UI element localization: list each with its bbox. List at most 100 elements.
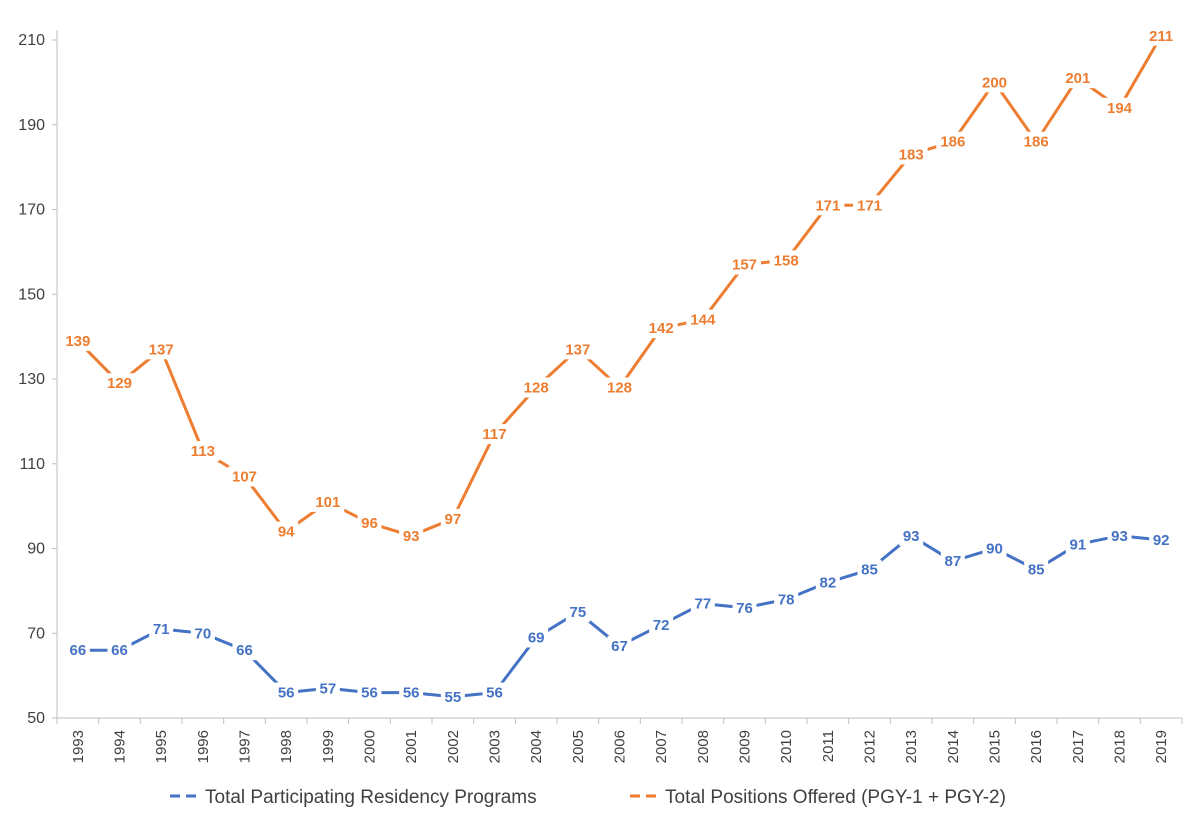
x-tick-label: 2017 [1070, 730, 1087, 763]
x-tick-label: 1993 [70, 730, 87, 763]
data-label: 101 [315, 494, 340, 511]
data-label-bg [274, 682, 299, 703]
x-tick-label: 1995 [153, 730, 170, 763]
series-line-1 [76, 534, 1163, 699]
data-label-bg [399, 525, 424, 546]
data-label-bg [315, 678, 340, 699]
y-tick-label: 210 [18, 32, 45, 49]
data-label: 171 [815, 197, 840, 214]
x-tick-label: 2004 [528, 730, 545, 763]
data-label-bg [1103, 97, 1136, 118]
data-label-bg [561, 339, 595, 360]
data-label-bg [478, 424, 511, 445]
y-tick-label: 190 [18, 117, 45, 134]
data-label: 158 [774, 252, 799, 269]
data-label: 55 [444, 689, 461, 706]
x-tick-label: 2013 [903, 730, 920, 763]
series-line-2 [76, 34, 1163, 538]
data-label-bg [774, 589, 799, 610]
data-label: 107 [232, 468, 257, 485]
data-label-bg [853, 195, 886, 216]
data-label-bg [144, 339, 178, 360]
legend-label-2: Total Positions Offered (PGY-1 + PGY-2) [665, 787, 1006, 808]
data-label-bg [399, 682, 424, 703]
data-label: 87 [944, 553, 961, 570]
data-label: 128 [524, 379, 549, 396]
y-tick-label: 130 [18, 371, 45, 388]
data-label: 137 [565, 341, 590, 358]
data-label-bg [61, 330, 95, 351]
data-label: 93 [1111, 528, 1128, 545]
data-label: 186 [1024, 134, 1049, 151]
x-tick-label: 2009 [737, 730, 754, 763]
data-label-bg [190, 623, 215, 644]
data-labels: 66 66 71 70 66 56 57 56 56 55 56 69 75 67 72 77 76 78 82 85… [61, 25, 1178, 707]
data-label: 71 [153, 621, 170, 638]
data-label: 171 [857, 197, 882, 214]
data-label-bg [899, 525, 924, 546]
x-tick-label: 2011 [820, 730, 837, 762]
data-label-bg [107, 640, 132, 661]
data-label-bg [603, 377, 636, 398]
x-tick-label: 2006 [612, 730, 629, 763]
data-label: 201 [1065, 70, 1090, 87]
data-label-bg [644, 318, 678, 339]
data-label-bg [1149, 530, 1174, 551]
x-tick-label: 1999 [320, 730, 337, 763]
data-label-bg [728, 254, 761, 275]
data-label: 129 [107, 375, 132, 392]
data-label: 70 [194, 625, 211, 642]
data-label-bg [274, 521, 299, 542]
x-tick-label: 2015 [987, 730, 1004, 763]
data-label-bg [607, 635, 632, 656]
data-label-bg [940, 551, 965, 572]
y-tick-label: 170 [18, 202, 45, 219]
x-tick-label: 2008 [695, 730, 712, 763]
data-label: 200 [982, 74, 1007, 91]
data-label: 157 [732, 257, 757, 274]
x-tick-label: 2016 [1028, 730, 1045, 763]
legend-label-1: Total Participating Residency Programs [205, 787, 537, 808]
data-label: 93 [903, 528, 920, 545]
data-label-bg [482, 682, 507, 703]
x-tick-label: 1996 [195, 730, 212, 763]
data-label: 57 [319, 680, 336, 697]
data-label-bg [690, 593, 715, 614]
x-tick-label: 2002 [445, 730, 462, 763]
data-label: 56 [361, 685, 378, 702]
data-label: 56 [403, 685, 420, 702]
data-label: 128 [607, 379, 632, 396]
data-label-bg [978, 72, 1011, 93]
data-label: 139 [65, 333, 90, 350]
data-label: 85 [861, 562, 878, 579]
data-label-bg [311, 491, 345, 512]
data-label: 90 [986, 541, 1003, 558]
data-label: 76 [736, 600, 753, 617]
x-tick-label: 2012 [862, 730, 879, 763]
data-label: 211 [1149, 28, 1173, 45]
data-label: 183 [899, 146, 924, 163]
x-tick-label: 2019 [1153, 730, 1170, 763]
data-label: 96 [361, 515, 378, 532]
data-label-bg [149, 619, 174, 640]
data-label: 82 [819, 574, 836, 591]
data-label: 91 [1069, 536, 1086, 553]
data-label-bg [857, 559, 882, 580]
data-label-bg [357, 513, 382, 534]
data-label: 117 [482, 426, 506, 443]
data-label-bg [65, 640, 90, 661]
data-label: 56 [486, 685, 503, 702]
data-label-bg [1144, 25, 1178, 46]
data-label-bg [440, 508, 465, 529]
data-label-bg [769, 250, 803, 271]
data-label: 94 [278, 524, 295, 541]
x-tick-label: 1998 [278, 730, 295, 763]
data-label: 67 [611, 638, 628, 655]
y-tick-label: 90 [27, 541, 45, 558]
x-tick-label: 2018 [1112, 730, 1129, 763]
data-label: 97 [444, 511, 461, 528]
data-label-bg [811, 195, 845, 216]
y-tick-label: 150 [18, 286, 45, 303]
data-label-bg [519, 377, 553, 398]
